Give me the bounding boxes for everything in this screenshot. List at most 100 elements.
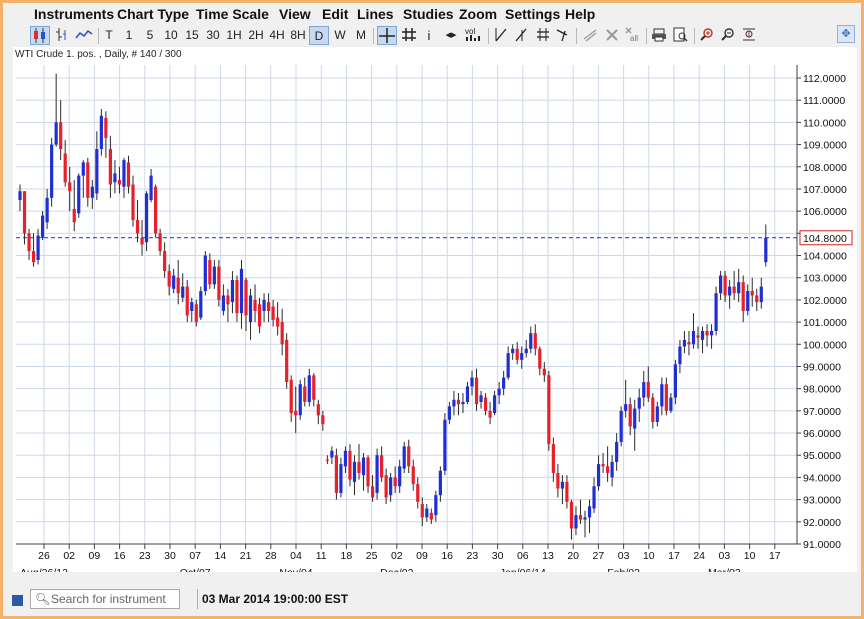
- candle-body: [705, 330, 709, 336]
- candle-body: [479, 395, 483, 402]
- candle-body: [682, 339, 687, 347]
- crosshair-icon[interactable]: [377, 26, 397, 45]
- info-icon[interactable]: i: [427, 28, 431, 43]
- timescale-8h-button[interactable]: 8H: [290, 28, 306, 42]
- menu-view[interactable]: View: [279, 6, 311, 22]
- candle-body: [452, 399, 456, 407]
- candle-body: [447, 406, 451, 420]
- menu-settings[interactable]: Settings: [505, 6, 561, 22]
- fork-icon[interactable]: [534, 26, 552, 45]
- timescale-tick-button[interactable]: T: [105, 28, 113, 42]
- timescale-4h-button[interactable]: 4H: [269, 28, 285, 42]
- timescale-weekly-button[interactable]: W: [334, 28, 346, 42]
- x-tick-label: 25: [366, 550, 378, 562]
- print-icon[interactable]: [650, 26, 668, 45]
- y-tick-label: 96.0000: [803, 428, 841, 440]
- instrument-search-box[interactable]: 🔍︎: [30, 589, 180, 609]
- menu-chart-type[interactable]: Chart Type: [117, 6, 190, 22]
- candle-body: [506, 353, 510, 378]
- candle-body: [578, 515, 583, 520]
- candle-body: [759, 286, 763, 303]
- zoom-out-icon[interactable]: [719, 26, 737, 45]
- trend-line-icon[interactable]: [492, 26, 510, 45]
- x-tick-label: 10: [643, 550, 655, 562]
- delete-icon[interactable]: [603, 26, 621, 45]
- x-tick-label: 11: [316, 550, 327, 562]
- candlestick-chart-icon[interactable]: [30, 26, 50, 45]
- timescale-daily-button[interactable]: D: [309, 26, 329, 45]
- timescale-10-button[interactable]: 10: [164, 28, 178, 42]
- chart-axes: 91.0000 92.0000 93.0000 94.0000 95.0000 96.00…: [16, 65, 853, 572]
- candle-body: [497, 388, 501, 396]
- timescale-5-button[interactable]: 5: [146, 28, 154, 42]
- candle-body: [117, 180, 122, 185]
- candle-body: [551, 444, 555, 473]
- channel-icon[interactable]: [513, 26, 531, 45]
- timescale-30-button[interactable]: 30: [206, 28, 220, 42]
- draw-line-icon[interactable]: [581, 26, 599, 45]
- candle-body: [465, 386, 470, 402]
- candle-body: [86, 162, 90, 198]
- x-tick-label: 30: [492, 550, 504, 562]
- volume-icon[interactable]: vol: [463, 26, 483, 45]
- candle-body: [764, 237, 768, 263]
- candle-body: [343, 450, 348, 467]
- line-chart-icon[interactable]: [74, 26, 94, 45]
- arrow-line-icon[interactable]: [554, 26, 572, 45]
- candle-body: [36, 235, 40, 260]
- candle-body: [402, 446, 406, 469]
- price-chart[interactable]: 91.0000 92.0000 93.0000 94.0000 95.0000 96.00…: [13, 47, 857, 572]
- x-tick-label: 24: [693, 550, 705, 562]
- instrument-search-input[interactable]: [51, 591, 177, 607]
- candlestick-series: [18, 73, 768, 540]
- x-tick-label: 14: [215, 550, 227, 562]
- zoom-in-icon[interactable]: [698, 26, 716, 45]
- zoom-fit-icon[interactable]: [740, 26, 758, 45]
- candle-body: [90, 186, 94, 198]
- menu-zoom[interactable]: Zoom: [459, 6, 498, 22]
- menu-bar: Instruments Chart Type Time Scale View E…: [3, 3, 861, 25]
- candle-body: [104, 117, 108, 138]
- candle-body: [438, 470, 442, 496]
- remove-all-icon[interactable]: all: [624, 26, 642, 45]
- candle-body: [244, 279, 248, 316]
- candle-body: [321, 415, 325, 425]
- scroll-arrows-icon[interactable]: ◂▸: [445, 29, 457, 41]
- candle-body: [262, 299, 266, 311]
- candle-body: [122, 160, 126, 187]
- menu-instruments[interactable]: Instruments: [34, 6, 115, 22]
- candle-body: [483, 397, 488, 411]
- x-tick-label: 30: [164, 550, 176, 562]
- menu-studies[interactable]: Studies: [403, 6, 454, 22]
- x-tick-label: 16: [441, 550, 453, 562]
- ohlc-bar-chart-icon[interactable]: [53, 26, 71, 45]
- timescale-1-button[interactable]: 1: [125, 28, 133, 42]
- menu-help[interactable]: Help: [565, 6, 596, 22]
- menu-time-scale[interactable]: Time Scale: [196, 6, 269, 22]
- candle-body: [434, 495, 438, 516]
- candle-body: [289, 379, 293, 414]
- candle-body: [642, 382, 646, 398]
- x-tick-label: 07: [189, 550, 201, 562]
- menu-lines[interactable]: Lines: [357, 6, 394, 22]
- grid-icon[interactable]: [400, 26, 418, 45]
- timescale-monthly-button[interactable]: M: [356, 28, 366, 42]
- candle-body: [592, 486, 596, 509]
- candle-body: [307, 375, 311, 402]
- timescale-15-button[interactable]: 15: [185, 28, 199, 42]
- expand-icon[interactable]: ✥: [837, 25, 855, 43]
- menu-edit[interactable]: Edit: [322, 6, 349, 22]
- print-preview-icon[interactable]: [671, 26, 689, 45]
- candle-body: [181, 286, 185, 298]
- x-tick-label: 17: [668, 550, 680, 562]
- candle-body: [45, 197, 49, 223]
- x-tick-label: 02: [391, 550, 403, 562]
- x-tick-label: 16: [114, 550, 126, 562]
- chart-title: WTI Crude 1. pos. , Daily, # 140 / 300: [15, 49, 182, 60]
- timescale-2h-button[interactable]: 2H: [248, 28, 264, 42]
- candle-body: [298, 384, 302, 416]
- candle-body: [27, 233, 31, 252]
- timescale-1h-button[interactable]: 1H: [226, 28, 242, 42]
- candle-body: [556, 472, 560, 489]
- candle-body: [199, 291, 203, 318]
